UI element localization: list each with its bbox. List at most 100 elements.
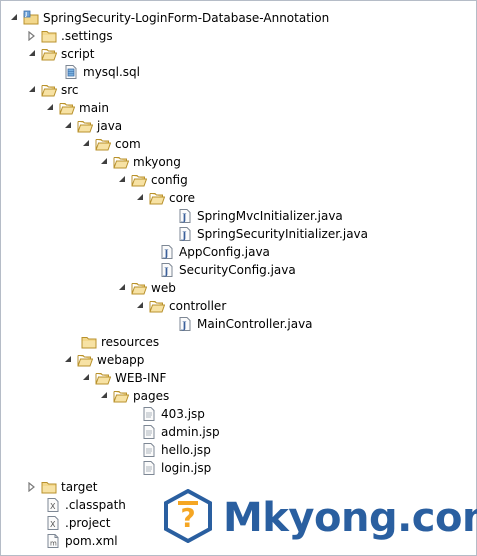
open-folder-icon — [131, 172, 147, 188]
tree-node-label: mkyong — [133, 155, 181, 169]
jsp-file-icon — [141, 406, 157, 422]
expanded-arrow-icon[interactable] — [135, 301, 145, 311]
tree-node-label: mysql.sql — [83, 65, 141, 79]
open-folder-icon — [95, 136, 111, 152]
tree-node-label: main — [79, 101, 109, 115]
expanded-arrow-icon[interactable] — [99, 391, 109, 401]
collapsed-arrow-icon[interactable] — [27, 31, 37, 41]
tree-node-label: .classpath — [65, 498, 126, 512]
tree-node-web[interactable]: web — [117, 279, 176, 297]
open-folder-icon — [149, 298, 165, 314]
tree-node-webapp[interactable]: webapp — [63, 351, 144, 369]
tree-node-label: core — [169, 191, 195, 205]
open-folder-icon — [77, 118, 93, 134]
tree-node-pages[interactable]: pages — [99, 387, 169, 405]
tree-node-web-inf[interactable]: WEB-INF — [81, 369, 166, 387]
tree-node-label: SpringSecurity-LoginForm-Database-Annota… — [43, 11, 330, 25]
expanded-arrow-icon[interactable] — [135, 193, 145, 203]
tree-node-label: script — [61, 47, 95, 61]
tree-node-mysql-sql[interactable]: mysql.sql — [63, 63, 140, 81]
tree-node-label: pages — [133, 389, 170, 403]
tree-node-label: com — [115, 137, 141, 151]
tree-node-target[interactable]: target — [27, 478, 98, 496]
tree-node-controller[interactable]: controller — [135, 297, 226, 315]
jsp-file-icon — [141, 460, 157, 476]
open-folder-icon — [41, 46, 57, 62]
tree-node-label: login.jsp — [161, 461, 212, 475]
open-folder-icon — [95, 370, 111, 386]
tree-node-admin-jsp[interactable]: admin.jsp — [141, 423, 220, 441]
expanded-arrow-icon[interactable] — [99, 157, 109, 167]
expanded-arrow-icon[interactable] — [27, 85, 37, 95]
tree-node-src[interactable]: src — [27, 81, 79, 99]
tree-node-settings[interactable]: .settings — [27, 27, 113, 45]
tree-node-label: AppConfig.java — [179, 245, 270, 259]
tree-node-label: .project — [65, 516, 111, 530]
tree-node-app-config[interactable]: AppConfig.java — [159, 243, 270, 261]
tree-node-config[interactable]: config — [117, 171, 188, 189]
tree-node-label: config — [151, 173, 188, 187]
tree-node-mkyong[interactable]: mkyong — [99, 153, 181, 171]
java-file-icon — [159, 262, 175, 278]
tree-node-script[interactable]: script — [27, 45, 94, 63]
expanded-arrow-icon[interactable] — [9, 13, 19, 23]
jsp-file-icon — [141, 442, 157, 458]
svg-text:m: m — [50, 540, 57, 548]
expanded-arrow-icon[interactable] — [117, 283, 127, 293]
folder-icon — [81, 334, 97, 350]
tree-node-resources[interactable]: resources — [81, 333, 159, 351]
tree-node-login-jsp[interactable]: login.jsp — [141, 459, 211, 477]
collapsed-arrow-icon[interactable] — [27, 482, 37, 492]
expanded-arrow-icon[interactable] — [27, 49, 37, 59]
tree-node-classpath[interactable]: .classpath — [45, 496, 126, 514]
expanded-arrow-icon[interactable] — [81, 373, 91, 383]
tree-node-pom-xml[interactable]: m pom.xml — [45, 532, 118, 550]
tree-node-hello-jsp[interactable]: hello.jsp — [141, 441, 211, 459]
tree-node-com[interactable]: com — [81, 135, 141, 153]
expanded-arrow-icon[interactable] — [45, 103, 55, 113]
tree-node-label: .settings — [61, 29, 113, 43]
expanded-arrow-icon[interactable] — [81, 139, 91, 149]
open-folder-icon — [131, 280, 147, 296]
tree-node-label: webapp — [97, 353, 145, 367]
expanded-arrow-icon[interactable] — [63, 121, 73, 131]
open-folder-icon — [77, 352, 93, 368]
tree-node-label: SpringMvcInitializer.java — [197, 209, 343, 223]
project-folder-icon — [23, 10, 39, 26]
tree-node-spring-mvc-initializer[interactable]: SpringMvcInitializer.java — [177, 207, 343, 225]
mkyong-watermark: ? Mkyong.com — [161, 488, 477, 546]
tree-node-403-jsp[interactable]: 403.jsp — [141, 405, 205, 423]
tree-node-java[interactable]: java — [63, 117, 122, 135]
tree-node-main-controller[interactable]: MainController.java — [177, 315, 313, 333]
xml-file-icon — [45, 497, 61, 513]
expanded-arrow-icon[interactable] — [117, 175, 127, 185]
tree-node-spring-security-initializer[interactable]: SpringSecurityInitializer.java — [177, 225, 368, 243]
tree-node-label: MainController.java — [197, 317, 313, 331]
tree-node-project[interactable]: SpringSecurity-LoginForm-Database-Annota… — [9, 9, 329, 27]
tree-node-security-config[interactable]: SecurityConfig.java — [159, 261, 296, 279]
tree-node-label: admin.jsp — [161, 425, 220, 439]
tree-node-label: WEB-INF — [115, 371, 167, 385]
folder-icon — [41, 479, 57, 495]
tree-node-label: hello.jsp — [161, 443, 211, 457]
svg-text:?: ? — [180, 504, 195, 534]
open-folder-icon — [59, 100, 75, 116]
jsp-file-icon — [141, 424, 157, 440]
expanded-arrow-icon[interactable] — [63, 355, 73, 365]
tree-node-main[interactable]: main — [45, 99, 109, 117]
xml-file-icon — [45, 515, 61, 531]
tree-node-label: resources — [101, 335, 160, 349]
java-file-icon — [177, 208, 193, 224]
maven-file-icon: m — [45, 533, 61, 549]
tree-node-project-file[interactable]: .project — [45, 514, 110, 532]
tree-node-core[interactable]: core — [135, 189, 195, 207]
open-folder-icon — [41, 82, 57, 98]
tree-node-label: java — [97, 119, 123, 133]
question-hexagon-icon: ? — [161, 488, 215, 546]
open-folder-icon — [113, 388, 129, 404]
brand-text: Mkyong.com — [223, 494, 477, 541]
tree-node-label: web — [151, 281, 176, 295]
java-file-icon — [177, 226, 193, 242]
open-folder-icon — [113, 154, 129, 170]
